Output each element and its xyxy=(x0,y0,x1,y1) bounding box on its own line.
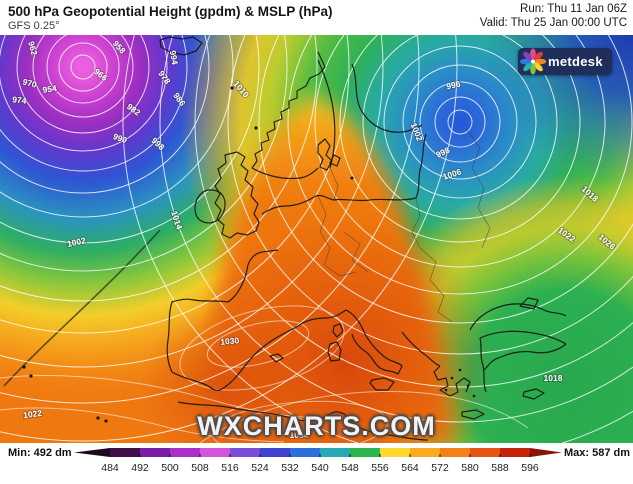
pinwheel-petal xyxy=(519,58,532,65)
colorbar-tick-label: 572 xyxy=(431,462,449,474)
colorbar-segment xyxy=(440,448,470,457)
isobar-label: 974 xyxy=(12,94,27,105)
colorbar-segment xyxy=(200,448,230,457)
isobar-label: 994 xyxy=(168,50,180,66)
max-value-label: Max: 587 dm xyxy=(564,447,631,459)
pinwheel-petal xyxy=(533,51,543,61)
isobar-label: 1030 xyxy=(220,335,240,347)
header: 500 hPa Geopotential Height (gpdm) & MSL… xyxy=(0,0,633,35)
colorbar-segment xyxy=(230,448,260,457)
colorbar: 484 492 500 508 516 524 532 540 548 556 564 572 580 5… xyxy=(74,448,562,474)
valid-timestamp: Valid: Thu 25 Jan 00:00 UTC xyxy=(479,17,627,29)
isobar-label: 1018 xyxy=(544,373,563,383)
colorbar-tick-label: 580 xyxy=(461,462,479,474)
pinwheel-petal xyxy=(530,63,536,75)
pinwheel-petal xyxy=(523,51,533,61)
mslp-contours-high xyxy=(0,305,529,443)
colorbar-segment xyxy=(110,448,140,457)
colorbar-segment xyxy=(500,448,530,457)
pinwheel-petal xyxy=(530,48,536,60)
model-label: GFS 0.25° xyxy=(8,20,60,32)
colorbar-segment xyxy=(290,448,320,457)
isobar-label: 954 xyxy=(42,83,58,95)
pinwheel-icon xyxy=(519,48,547,75)
height-fill-field xyxy=(0,35,633,443)
metdesk-logo-text: metdesk xyxy=(548,54,603,69)
pinwheel-center xyxy=(531,59,535,64)
colorbar-segment xyxy=(350,448,380,457)
isobar-label: 1022 xyxy=(23,408,43,421)
colorbar-tick-label: 548 xyxy=(341,462,359,474)
colorbar-segment xyxy=(380,448,410,457)
colorbar-tick-label: 556 xyxy=(371,462,389,474)
pinwheel-petal xyxy=(533,62,543,72)
colorbar-segment xyxy=(170,448,200,457)
pinwheel-petal xyxy=(534,58,547,65)
isobar-label: 1034 xyxy=(290,430,309,440)
colorbar-tick-label: 596 xyxy=(521,462,539,474)
colorbar-tick-label: 524 xyxy=(251,462,269,474)
colorbar-tick-label: 532 xyxy=(281,462,299,474)
colorbar-tick-label: 500 xyxy=(161,462,179,474)
colorbar-right-arrow xyxy=(530,448,562,457)
colorbar-tick-label: 564 xyxy=(401,462,419,474)
colorbar-tick-label: 540 xyxy=(311,462,329,474)
colorbar-tick-label: 588 xyxy=(491,462,509,474)
colorbar-segment xyxy=(320,448,350,457)
isobar-label: 970 xyxy=(22,77,38,90)
isobar-label: 996 xyxy=(445,79,461,92)
mslp-contours-low-west xyxy=(0,35,458,442)
page-title: 500 hPa Geopotential Height (gpdm) & MSL… xyxy=(8,4,333,19)
coastlines xyxy=(22,36,567,441)
colorbar-tick-label: 516 xyxy=(221,462,239,474)
isobar-label: 962 xyxy=(26,40,39,57)
colorbar-tick-label: 508 xyxy=(191,462,209,474)
mslp-contours-low-east xyxy=(122,35,633,443)
watermark: WXCHARTS.COM xyxy=(197,411,436,441)
pinwheel-petal xyxy=(523,62,533,72)
country-borders xyxy=(317,127,491,323)
legend-footer: Min: 492 dm 484 492 500 508 516 524 532 540 548 5… xyxy=(0,443,633,484)
colorbar-segment xyxy=(410,448,440,457)
min-value-label: Min: 492 dm xyxy=(8,447,72,459)
map-canvas: 9549589629669709749789829869909949989969… xyxy=(0,35,633,443)
metdesk-logo: metdesk xyxy=(518,48,612,75)
colorbar-tick-label: 484 xyxy=(101,462,119,474)
colorbar-segment xyxy=(260,448,290,457)
weather-map: 954 958 962 966 970 974 978 982 986 990 994 998 996 9… xyxy=(0,35,633,443)
colorbar-tick-label: 492 xyxy=(131,462,149,474)
run-timestamp: Run: Thu 11 Jan 06Z xyxy=(520,3,627,15)
atlantic-thick-contour xyxy=(3,229,161,387)
colorbar-segment xyxy=(140,448,170,457)
colorbar-left-arrow xyxy=(74,448,110,457)
colorbar-segment xyxy=(470,448,500,457)
